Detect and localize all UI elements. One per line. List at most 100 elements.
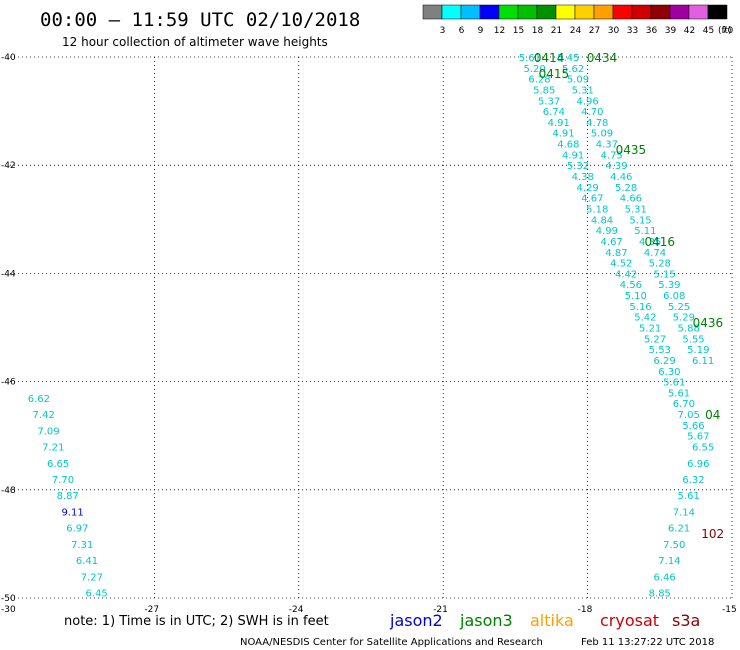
wave-height-label: 4.91 bbox=[548, 118, 570, 129]
y-tick-label: -42 bbox=[1, 161, 16, 171]
colorbar-swatch bbox=[707, 4, 728, 20]
wave-height-label: 5.15 bbox=[653, 269, 675, 280]
colorbar-swatch bbox=[479, 4, 500, 20]
wave-height-label: 7.14 bbox=[658, 556, 680, 567]
wave-height-label: 5.28 bbox=[615, 183, 637, 194]
y-tick-label: -40 bbox=[1, 53, 16, 63]
axis-labels: -40 -42 -44 -46 -48 -50 -27 -24 -21 -18 -15 -30 bbox=[1, 53, 737, 615]
wave-height-label: 4.78 bbox=[586, 118, 608, 129]
wave-height-label: 4.35 bbox=[639, 237, 661, 248]
wave-height-label: 4.91 bbox=[552, 129, 574, 140]
colorbar-label: 6 bbox=[459, 26, 465, 36]
wave-height-label: 4.96 bbox=[576, 96, 598, 107]
wave-height-label: 7.42 bbox=[33, 410, 55, 421]
wave-height-label: 5.61 bbox=[668, 388, 690, 399]
wave-height-points: 6.62 7.42 7.09 7.21 6.65 7.70 8.87 6.97 7.31 6.41… bbox=[28, 53, 715, 600]
wave-height-label: 5.16 bbox=[629, 302, 651, 313]
wave-height-label: 5.85 bbox=[533, 85, 555, 96]
wave-height-label: 5.31 bbox=[572, 85, 594, 96]
colorbar-label: 27 bbox=[589, 26, 600, 36]
wave-height-label: 5.09 bbox=[567, 75, 589, 86]
wave-height-label: 5.11 bbox=[634, 226, 656, 237]
colorbar-label: 30 bbox=[608, 26, 620, 36]
wave-height-label: 4.46 bbox=[610, 172, 632, 183]
wave-height-label: 6.74 bbox=[543, 107, 565, 118]
time-label: 04 bbox=[705, 408, 720, 422]
wave-height-label: 4.52 bbox=[610, 259, 632, 270]
wave-height-label: 5.61 bbox=[663, 378, 685, 389]
wave-height-label: 6.29 bbox=[653, 356, 675, 367]
x-tick-label: -15 bbox=[722, 605, 737, 615]
colorbar-swatch bbox=[688, 4, 709, 20]
x-tick-label: -21 bbox=[433, 605, 448, 615]
wave-height-label: 4.67 bbox=[581, 194, 603, 205]
wave-height-label: 8.87 bbox=[57, 491, 79, 502]
colorbar-swatch bbox=[460, 4, 481, 20]
wave-height-label: 7.50 bbox=[663, 540, 685, 551]
wave-height-label: 5.45 bbox=[557, 53, 579, 64]
legend-entry-jason2: jason2 bbox=[389, 611, 443, 630]
time-label: 0436 bbox=[693, 316, 724, 330]
time-label: 0416 bbox=[645, 235, 676, 249]
colorbar-swatch bbox=[612, 4, 633, 20]
wave-height-label: 5.55 bbox=[682, 334, 704, 345]
colorbar: 3 6 9 12 15 18 21 24 27 30 33 36 39 42 45 70(ft) bbox=[422, 4, 734, 36]
wave-height-label: 5.88 bbox=[678, 324, 700, 335]
colorbar-swatch bbox=[498, 4, 519, 20]
colorbar-label: 3 bbox=[440, 26, 446, 36]
wave-height-label: 4.87 bbox=[605, 248, 627, 259]
colorbar-swatch bbox=[441, 4, 462, 20]
wave-height-label: 6.11 bbox=[692, 356, 714, 367]
wave-height-label: 4.56 bbox=[620, 280, 642, 291]
wave-height-label: 5.67 bbox=[687, 432, 709, 443]
wave-height-label: 5.62 bbox=[562, 64, 584, 75]
wave-height-label: 5.53 bbox=[649, 345, 671, 356]
colorbar-swatch bbox=[422, 4, 443, 20]
wave-height-label: 6.96 bbox=[687, 459, 709, 470]
colorbar-label: 36 bbox=[646, 26, 658, 36]
wave-height-label: 4.68 bbox=[557, 140, 579, 151]
wave-height-label: 4.42 bbox=[615, 269, 637, 280]
wave-height-label: 5.66 bbox=[682, 421, 704, 432]
wave-height-label: 4.84 bbox=[591, 215, 613, 226]
wave-height-label: 7.27 bbox=[81, 572, 103, 583]
wave-height-label: 4.37 bbox=[596, 140, 618, 151]
wave-height-label: 7.31 bbox=[71, 540, 93, 551]
wave-height-label: 6.65 bbox=[47, 459, 69, 470]
legend-entry-jason3: jason3 bbox=[459, 611, 513, 630]
y-tick-label: -48 bbox=[1, 486, 16, 496]
colorbar-swatch bbox=[517, 4, 538, 20]
y-tick-label: -50 bbox=[1, 594, 16, 604]
wave-height-label: 6.97 bbox=[66, 524, 88, 535]
wave-height-label: 5.61 bbox=[519, 53, 541, 64]
colorbar-label: 70 bbox=[722, 26, 734, 36]
wave-height-label: 6.08 bbox=[663, 291, 685, 302]
wave-height-label: 7.70 bbox=[52, 475, 74, 486]
wave-height-label: 5.37 bbox=[538, 96, 560, 107]
wave-height-label: 6.32 bbox=[682, 475, 704, 486]
wave-height-label: 4.99 bbox=[596, 226, 618, 237]
legend: jason2 jason3 altika cryosat s3a bbox=[389, 611, 700, 630]
time-label: 0414 bbox=[534, 51, 565, 65]
grid bbox=[10, 56, 733, 599]
wave-height-label: 5.21 bbox=[639, 324, 661, 335]
footer-note: note: 1) Time is in UTC; 2) SWH is in fe… bbox=[64, 614, 329, 629]
wave-height-label: 4.70 bbox=[581, 107, 603, 118]
colorbar-label: 45 bbox=[703, 26, 714, 36]
colorbar-swatch bbox=[669, 4, 690, 20]
wave-height-label: 4.66 bbox=[620, 194, 642, 205]
colorbar-label: 12 bbox=[494, 26, 505, 36]
y-tick-label: -46 bbox=[1, 378, 16, 388]
colorbar-swatch bbox=[536, 4, 557, 20]
wave-height-label: 5.29 bbox=[673, 313, 695, 324]
wave-height-label: 5.39 bbox=[658, 280, 680, 291]
wave-height-label: 5.61 bbox=[678, 491, 700, 502]
wave-height-label: 6.62 bbox=[28, 394, 50, 405]
wave-height-label: 5.09 bbox=[591, 129, 613, 140]
wave-height-label: 7.21 bbox=[42, 443, 64, 454]
wave-height-label: 6.45 bbox=[86, 589, 108, 600]
wave-height-label: 5.10 bbox=[625, 291, 647, 302]
wave-height-label: 4.91 bbox=[562, 150, 584, 161]
colorbar-swatch bbox=[631, 4, 652, 20]
wave-height-label: 6.55 bbox=[692, 443, 714, 454]
